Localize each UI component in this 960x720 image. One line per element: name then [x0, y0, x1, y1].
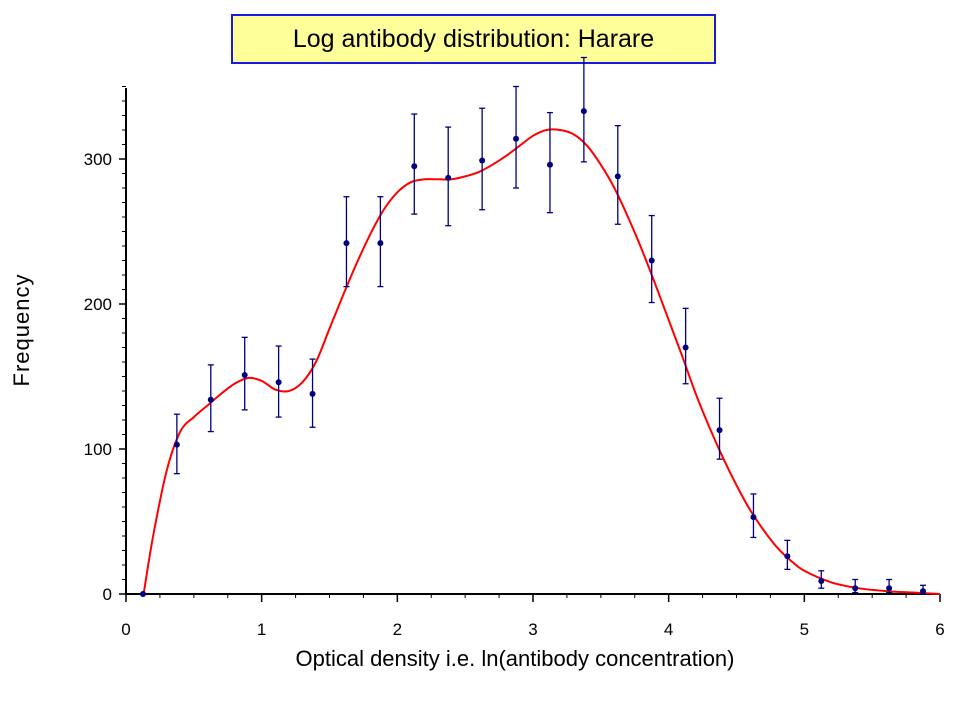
data-point-group [546, 111, 553, 214]
data-point [614, 173, 621, 180]
data-point [479, 157, 486, 164]
data-point-group [173, 413, 180, 475]
data-point-group [411, 113, 418, 215]
data-point-group [309, 358, 316, 428]
data-point [343, 240, 350, 247]
x-tick-label: 6 [935, 620, 944, 639]
data-point [784, 553, 791, 560]
data-point [139, 591, 146, 597]
data-point-group [207, 364, 214, 433]
data-point-group [479, 107, 486, 211]
data-point-group [275, 345, 282, 418]
chart-axes: 0 100 200 300 0 1 2 3 4 5 6 [84, 86, 945, 639]
data-point [546, 161, 553, 168]
data-point-group [716, 397, 723, 460]
data-point [309, 390, 316, 397]
data-point-group [139, 591, 146, 597]
data-point-group [920, 584, 927, 595]
data-point-group [513, 85, 520, 189]
data-point [445, 174, 452, 181]
fitted-curve [142, 128, 941, 595]
data-point [682, 344, 689, 351]
data-point-group [648, 214, 655, 304]
data-point-group [614, 125, 621, 225]
data-point [886, 585, 893, 592]
data-points-layer [139, 56, 927, 597]
data-point [207, 396, 214, 403]
data-point-group [682, 307, 689, 385]
data-point-group [580, 56, 587, 163]
data-point-group [784, 539, 791, 570]
data-point [648, 257, 655, 264]
data-point-group [241, 336, 248, 411]
x-tick-label: 4 [664, 620, 673, 639]
data-point [173, 441, 180, 448]
data-point [241, 372, 248, 379]
data-point-group [750, 493, 757, 539]
data-point-group [818, 570, 825, 589]
x-tick-label: 1 [257, 620, 266, 639]
y-axis-label: Frequency [9, 273, 34, 387]
data-point [716, 427, 723, 434]
fitted-curve-layer [142, 128, 941, 595]
data-point-group [852, 578, 859, 594]
x-tick-label: 2 [393, 620, 402, 639]
data-point [750, 514, 757, 521]
x-axis-label: Optical density i.e. ln(antibody concent… [295, 646, 735, 671]
data-point [818, 577, 825, 584]
y-tick-label: 100 [84, 440, 112, 459]
x-tick-label: 5 [800, 620, 809, 639]
data-point-group [445, 126, 452, 227]
data-point [920, 588, 927, 595]
y-tick-label: 200 [84, 295, 112, 314]
chart-title: Log antibody distribution: Harare [231, 14, 716, 64]
data-point-group [886, 578, 893, 594]
x-tick-label: 0 [121, 620, 130, 639]
data-point [513, 135, 520, 142]
data-point [580, 108, 587, 115]
data-point [411, 163, 418, 170]
data-point [852, 585, 859, 592]
data-point [377, 240, 384, 247]
data-point-group [377, 196, 384, 288]
y-tick-label: 300 [84, 150, 112, 169]
x-tick-label: 3 [528, 620, 537, 639]
data-point [275, 379, 282, 386]
data-point-group [343, 196, 350, 288]
y-tick-label: 0 [103, 585, 112, 604]
